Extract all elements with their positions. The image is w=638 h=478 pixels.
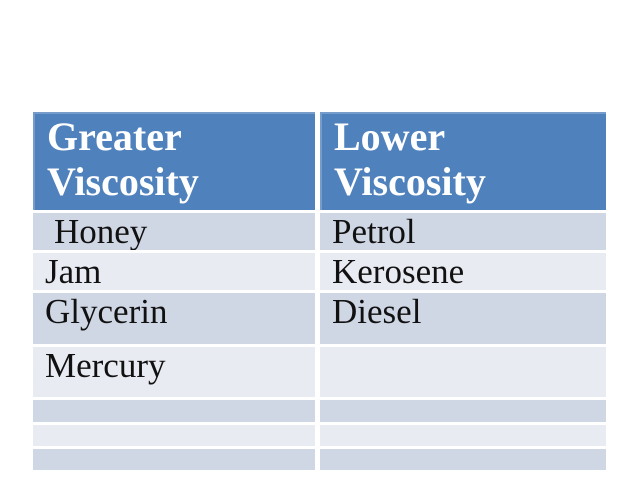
viscosity-table: Greater Viscosity Lower Viscosity Honey … bbox=[28, 109, 611, 473]
cell-greater-2: Glycerin bbox=[33, 293, 315, 344]
cell-greater-1: Jam bbox=[33, 253, 315, 290]
cell-greater-0: Honey bbox=[33, 213, 315, 250]
cell-greater-4 bbox=[33, 400, 315, 422]
cell-lower-3 bbox=[320, 347, 606, 397]
cell-lower-2: Diesel bbox=[320, 293, 606, 344]
cell-lower-6 bbox=[320, 449, 606, 470]
table-row-empty bbox=[33, 425, 606, 446]
cell-lower-0: Petrol bbox=[320, 213, 606, 250]
table-row: Jam Kerosene bbox=[33, 253, 606, 290]
header-cell-lower-viscosity: Lower Viscosity bbox=[320, 112, 606, 210]
cell-lower-4 bbox=[320, 400, 606, 422]
table-row-empty bbox=[33, 400, 606, 422]
cell-greater-6 bbox=[33, 449, 315, 470]
cell-lower-5 bbox=[320, 425, 606, 446]
table-row: Honey Petrol bbox=[33, 213, 606, 250]
table-row-empty bbox=[33, 449, 606, 470]
table-row: Glycerin Diesel bbox=[33, 293, 606, 344]
table-row: Mercury bbox=[33, 347, 606, 397]
table-header-row: Greater Viscosity Lower Viscosity bbox=[33, 112, 606, 210]
cell-lower-1: Kerosene bbox=[320, 253, 606, 290]
header-cell-greater-viscosity: Greater Viscosity bbox=[33, 112, 315, 210]
cell-greater-3: Mercury bbox=[33, 347, 315, 397]
cell-greater-5 bbox=[33, 425, 315, 446]
